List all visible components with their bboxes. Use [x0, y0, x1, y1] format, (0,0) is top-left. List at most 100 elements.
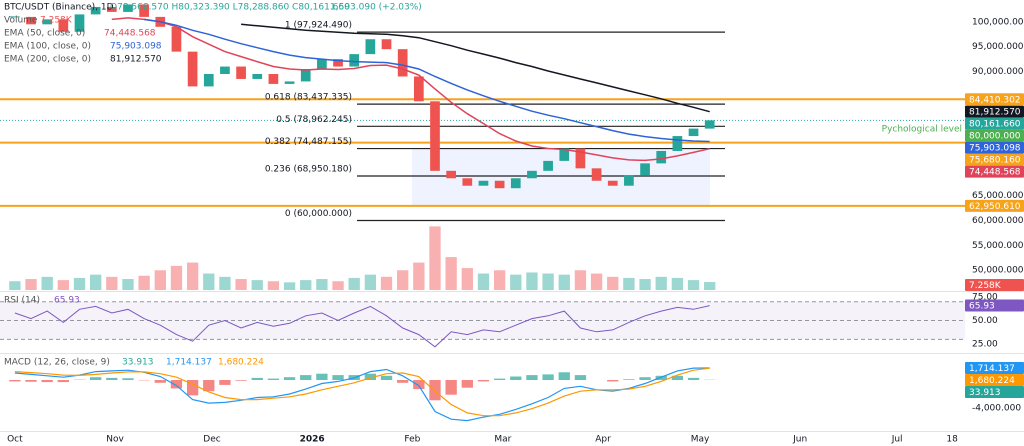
- x-tick-label: Feb: [404, 435, 420, 445]
- price-label: 75,680.160: [969, 156, 1021, 166]
- volume-bar: [154, 270, 166, 290]
- macd-histogram-bar: [445, 379, 457, 395]
- candle-body: [624, 175, 634, 186]
- candle-body: [349, 54, 360, 67]
- legend-name: MACD (12, 26, close, 9): [4, 358, 110, 368]
- candle-body: [510, 178, 521, 189]
- legend-value: 65.93: [54, 296, 80, 306]
- y-tick-label: 55,000.000: [972, 241, 1024, 251]
- volume-bar: [607, 276, 619, 290]
- ema-line: [241, 23, 710, 113]
- y-tick-label: 60,000.000: [972, 216, 1024, 226]
- y-tick-label: 50.00: [972, 316, 998, 326]
- macd-histogram-bar: [558, 372, 570, 380]
- candle-body: [268, 73, 279, 84]
- macd-histogram-bar: [671, 375, 684, 380]
- macd-histogram-bar: [25, 379, 37, 382]
- macd-histogram-bar: [186, 379, 199, 396]
- macd-histogram-bar: [477, 379, 490, 382]
- price-label-box: [965, 373, 1024, 386]
- candle-body: [10, 16, 20, 18]
- annotation: Pychological level: [882, 125, 962, 135]
- volume-bar: [639, 279, 651, 290]
- legend-name: EMA (200, close, 0): [4, 55, 91, 65]
- volume-bar: [25, 279, 37, 290]
- signal-line: [14, 367, 710, 417]
- legend-name: RSI (14): [4, 296, 40, 306]
- fib-label: 1 (97,924.490): [285, 21, 352, 31]
- price-label: 33.913: [969, 388, 1001, 398]
- volume-bar: [235, 279, 247, 290]
- candle-body: [494, 180, 505, 189]
- price-label: 62,950.610: [969, 202, 1021, 212]
- x-tick-label: Oct: [7, 435, 23, 445]
- y-tick-label: 25.00: [972, 340, 998, 350]
- ema-line: [143, 18, 710, 143]
- price-label: 65.93: [969, 302, 995, 312]
- candle-body: [381, 39, 392, 50]
- candle-body: [413, 76, 424, 102]
- volume-bar: [41, 276, 53, 290]
- candle-body: [543, 160, 553, 171]
- x-tick-label: May: [691, 435, 710, 445]
- macd-histogram-bar: [300, 375, 312, 380]
- y-tick-label: 100,000.000: [972, 17, 1024, 27]
- x-tick-label: Jul: [891, 435, 903, 445]
- candle-body: [284, 81, 295, 84]
- rsi-band: [0, 301, 965, 340]
- y-tick-label: -4,000.000: [972, 403, 1021, 413]
- volume-bar: [574, 270, 587, 290]
- volume-bar: [57, 280, 69, 290]
- macd-histogram-bar: [380, 375, 393, 380]
- price-label-box: [965, 117, 1024, 130]
- candle-body: [607, 180, 618, 186]
- macd-histogram-bar: [283, 377, 296, 380]
- macd-pane: [9, 367, 716, 422]
- macd-histogram-bar: [90, 377, 102, 380]
- volume-bar: [558, 274, 570, 290]
- x-tick-label: Apr: [595, 435, 611, 445]
- symbol: BTC/USDT (Binance), 1D: [4, 3, 114, 13]
- volume-bar: [90, 274, 102, 290]
- candle-body: [58, 19, 69, 32]
- candle-body: [300, 69, 311, 82]
- candle-body: [106, 6, 117, 12]
- volume-bar: [477, 273, 490, 290]
- volume-bar: [122, 279, 134, 290]
- macd-histogram-bar: [41, 379, 53, 383]
- macd-histogram-bar: [9, 379, 21, 382]
- volume-bar: [445, 257, 457, 290]
- ema-line: [111, 17, 710, 162]
- candle-body: [397, 49, 408, 77]
- macd-histogram-bar: [106, 377, 118, 380]
- price-label-box: [965, 299, 1024, 312]
- candle-body: [236, 66, 246, 79]
- candle-body: [333, 59, 343, 67]
- price-label-box: [965, 385, 1024, 398]
- fib-label: 0.382 (74,487.155): [265, 137, 352, 147]
- price-label-box: [965, 129, 1024, 142]
- macd-histogram-bar: [316, 373, 328, 380]
- candle-body: [203, 73, 214, 87]
- candle-body: [74, 14, 85, 32]
- candle-body: [171, 26, 182, 52]
- macd-histogram-bar: [526, 375, 538, 380]
- volume-bar: [380, 276, 393, 290]
- legend-value: 33.913: [122, 358, 154, 368]
- candle-body: [559, 148, 570, 161]
- volume-bar: [106, 276, 118, 290]
- candle-body: [123, 4, 133, 12]
- price-label: 80,161.660: [969, 120, 1021, 130]
- candle-body: [26, 16, 36, 25]
- volume-bar: [493, 270, 506, 290]
- macd-histogram-bar: [655, 375, 667, 380]
- price-label-box: [965, 279, 1024, 291]
- volume-bar: [348, 277, 360, 290]
- macd-histogram-bar: [364, 373, 377, 380]
- macd-histogram-bar: [203, 379, 215, 392]
- macd-histogram-bar: [57, 379, 69, 383]
- rsi-pane: [0, 301, 965, 348]
- price-pane: 1 (97,924.490) 0.618 (83,437.335) 0.5 (78,…: [0, 4, 965, 290]
- volume-bar: [590, 273, 603, 290]
- price-label-box: [965, 105, 1024, 118]
